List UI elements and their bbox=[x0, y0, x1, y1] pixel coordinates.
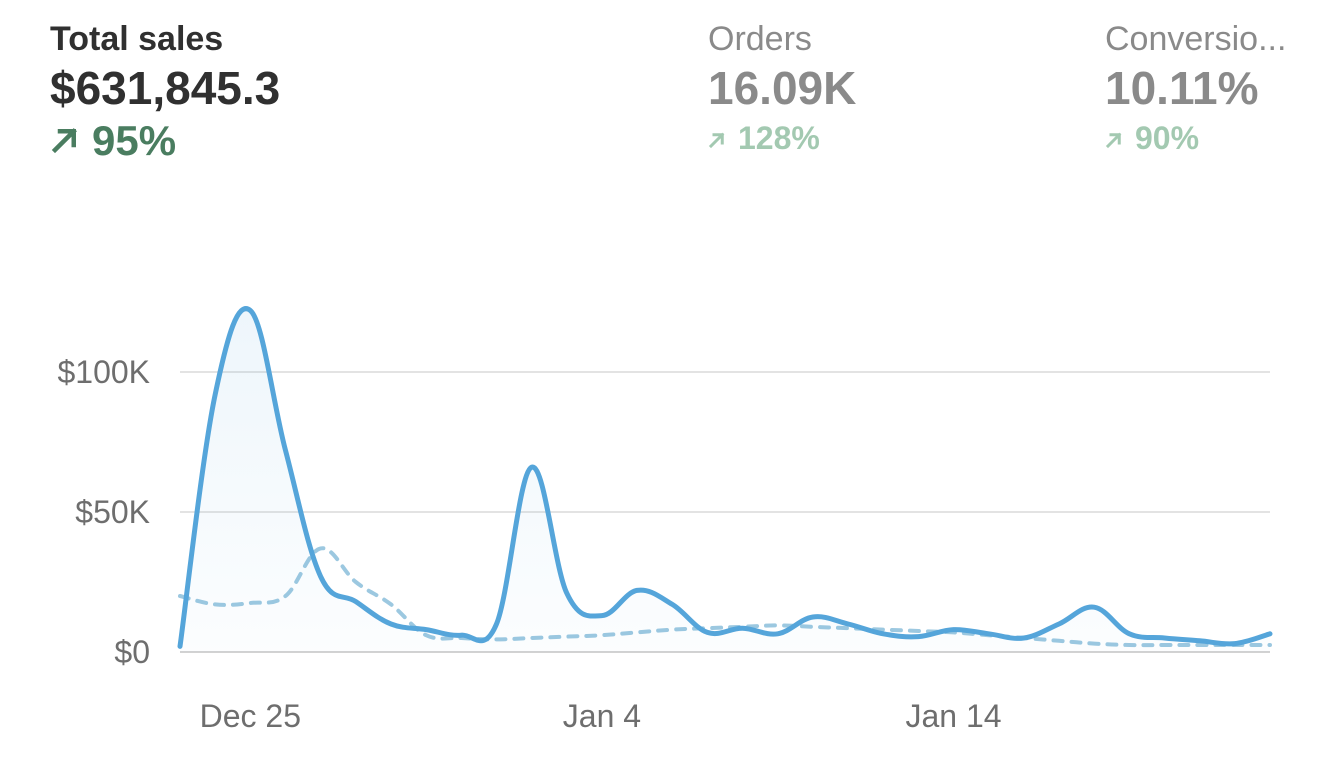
metric-orders[interactable]: Orders 16.09K 128% bbox=[708, 18, 856, 160]
metric-value: 10.11% bbox=[1105, 62, 1259, 114]
arrow-up-right-icon bbox=[50, 116, 80, 166]
y-tick-label: $100K bbox=[57, 354, 150, 390]
metric-change-value: 128% bbox=[738, 120, 820, 156]
metric-conversion[interactable]: Conversio... 10.11% 90% bbox=[1105, 18, 1320, 160]
x-tick-label: Dec 25 bbox=[200, 698, 301, 734]
y-tick-label: $0 bbox=[114, 634, 150, 670]
metric-change: 90% bbox=[1105, 116, 1320, 160]
series-group bbox=[177, 306, 1273, 652]
metric-change-value: 95% bbox=[92, 117, 177, 164]
arrow-up-right-icon bbox=[708, 116, 726, 160]
metric-value: 16.09K bbox=[708, 62, 857, 114]
metric-value: $631,845.3 bbox=[50, 62, 281, 114]
x-tick-label: Jan 14 bbox=[906, 698, 1002, 734]
series-area bbox=[180, 308, 1270, 652]
arrow-up-right-icon bbox=[1105, 116, 1123, 160]
y-tick-label: $50K bbox=[75, 494, 150, 530]
metric-total-sales[interactable]: Total sales $631,845.3 95% bbox=[50, 18, 280, 166]
y-axis: $0 $50K $100K bbox=[57, 354, 150, 670]
metric-change: 128% bbox=[708, 116, 856, 160]
metric-change: 95% bbox=[50, 116, 280, 166]
series-line-current bbox=[177, 306, 1273, 649]
x-tick-label: Jan 4 bbox=[563, 698, 641, 734]
x-axis: Dec 25 Jan 4 Jan 14 bbox=[200, 698, 1002, 734]
metric-change-value: 90% bbox=[1135, 120, 1200, 156]
